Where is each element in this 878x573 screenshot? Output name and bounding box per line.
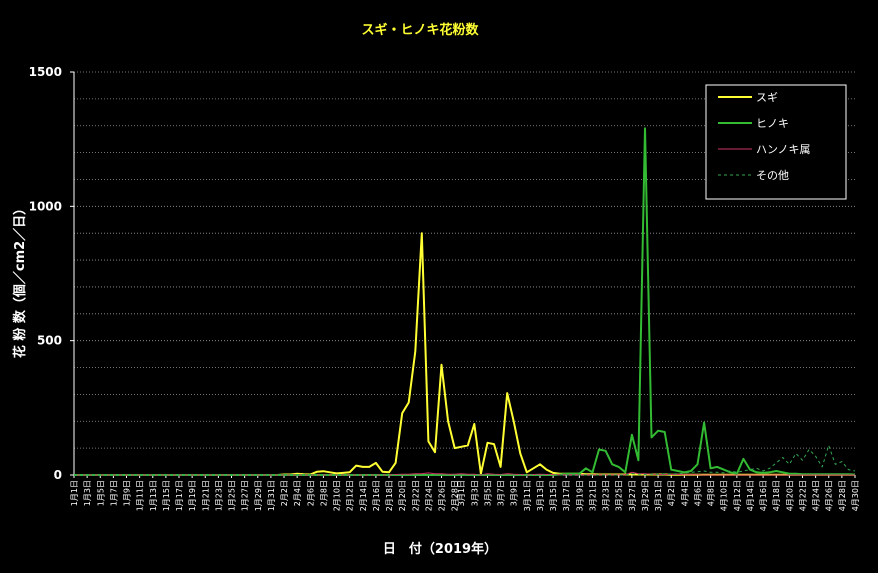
x-tick-label: 4月28日 [838,480,847,511]
x-tick-label: 4月22日 [798,480,807,511]
y-tick-labels: 0 500 1000 1500 [29,65,74,482]
legend-label: ハンノキ属 [756,143,810,156]
y-tick-label: 0 [54,468,62,482]
x-tick-label: 2月8日 [319,480,328,506]
x-tick-label: 1月7日 [109,480,118,506]
y-tick-label: 500 [37,334,62,348]
x-tick-labels: 1月1日 1月3日 1月5日 1月7日 1月9日 1月11日 1月13日 1月15日 1月17日… [70,475,860,511]
x-tick-label: 2月16日 [372,480,381,511]
x-tick-label: 4月10日 [720,480,729,511]
x-tick-label: 1月1日 [70,480,79,506]
x-tick-label: 3月19日 [575,480,584,511]
series-line [74,471,855,476]
x-tick-label: 3月31日 [654,480,663,511]
x-tick-label: 4月20日 [785,480,794,511]
x-tick-label: 4月16日 [759,480,768,511]
x-tick-label: 1月3日 [83,480,92,506]
y-tick-label: 1000 [29,199,62,213]
x-tick-label: 4月12日 [733,480,742,511]
y-axis-label: 花 粉 数（個／cm2／日） [12,202,28,358]
x-tick-label: 1月31日 [267,480,276,511]
x-tick-label: 3月11日 [523,480,532,511]
x-tick-label: 2月4日 [293,480,302,506]
x-tick-label: 1月15日 [162,480,171,511]
x-tick-label: 1月27日 [241,480,250,511]
x-tick-label: 3月27日 [628,480,637,511]
legend-box [705,84,847,200]
chart-title: スギ・ヒノキ花粉数 [361,22,479,38]
x-tick-label: 3月7日 [497,480,506,506]
x-tick-label: 1月25日 [228,480,237,511]
x-tick-label: 2月28日 [451,480,460,511]
x-tick-label: 3月21日 [588,480,597,511]
x-tick-label: 2月20日 [398,480,407,511]
x-tick-label: 4月26日 [825,480,834,511]
series-line [74,444,856,476]
x-tick-label: 3月29日 [641,480,650,511]
x-tick-label: 3月5日 [483,480,492,506]
legend-label: スギ [756,91,778,104]
x-tick-label: 2月22日 [411,480,420,511]
x-tick-label: 1月21日 [201,480,210,511]
x-tick-label: 2月26日 [438,480,447,511]
x-tick-label: 1月17日 [175,480,184,511]
x-tick-label: 3月1日 [457,480,466,506]
x-tick-label: 4月8日 [707,480,716,506]
x-tick-label: 4月30日 [851,480,860,511]
x-tick-label: 3月17日 [562,480,571,511]
legend-label: ヒノキ [756,117,789,130]
x-tick-label: 4月18日 [772,480,781,511]
x-tick-label: 3月25日 [615,480,624,511]
x-tick-label: 2月18日 [385,480,394,511]
x-tick-label: 1月23日 [214,480,223,511]
x-tick-label: 4月6日 [693,480,702,506]
legend-label: その他 [756,169,789,182]
x-tick-label: 1月11日 [136,480,145,511]
x-tick-label: 2月6日 [306,480,315,506]
x-tick-label: 1月5日 [96,480,105,506]
x-tick-label: 1月9日 [123,480,132,506]
x-tick-label: 4月2日 [667,480,676,506]
x-tick-label: 4月24日 [812,480,821,511]
x-tick-label: 3月3日 [470,480,479,506]
x-tick-label: 3月13日 [536,480,545,511]
x-tick-label: 3月9日 [510,480,519,506]
series-lines [74,127,856,476]
x-tick-label: 2月24日 [424,480,433,511]
y-tick-label: 1500 [29,65,62,79]
x-tick-label: 3月15日 [549,480,558,511]
x-tick-label: 4月4日 [680,480,689,506]
x-tick-label: 3月23日 [602,480,611,511]
x-axis-label: 日 付（2019年） [383,541,497,557]
x-tick-label: 4月14日 [746,480,755,511]
x-tick-label: 1月19日 [188,480,197,511]
x-tick-label: 1月29日 [254,480,263,511]
x-tick-label: 2月14日 [359,480,368,511]
x-tick-label: 2月10日 [333,480,342,511]
x-tick-label: 2月12日 [346,480,355,511]
x-tick-label: 2月2日 [280,480,289,506]
grid-lines [74,71,855,449]
x-tick-label: 1月13日 [149,480,158,511]
